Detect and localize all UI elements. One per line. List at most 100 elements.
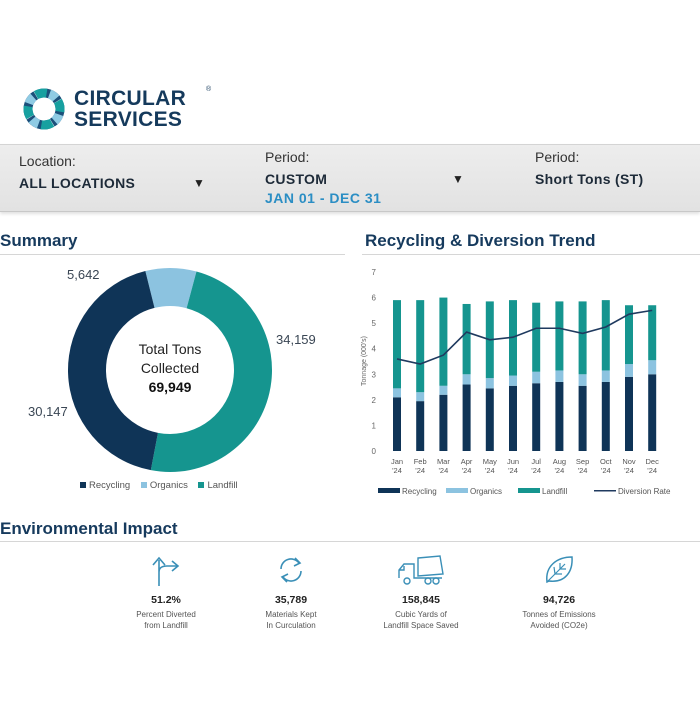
bar-landfill — [416, 300, 425, 393]
bar-landfill — [601, 300, 610, 371]
trend-title: Recycling & Diversion Trend — [365, 231, 596, 250]
location-dropdown-icon[interactable]: ▼ — [193, 176, 205, 190]
x-tick-label: Nov — [622, 457, 636, 466]
legend-landfill: Landfill — [207, 480, 238, 491]
legend-label: Landfill — [542, 487, 568, 496]
period-dropdown-icon[interactable]: ▼ — [452, 172, 464, 186]
impact-desc: Materials Kept In Curculation — [265, 610, 317, 630]
x-tick-label: Jul — [531, 457, 541, 466]
y-tick-label: 4 — [372, 345, 377, 354]
x-tick-label: '24 — [485, 466, 495, 475]
bar-recycling — [555, 381, 564, 451]
y-axis-label: Tonnage (000's) — [361, 336, 368, 386]
diversion-rate-line — [396, 309, 653, 365]
bar-organics — [648, 360, 657, 375]
impact-value: 35,789 — [274, 594, 308, 606]
x-tick-label: Oct — [600, 457, 613, 466]
x-tick-label: '24 — [601, 466, 611, 475]
impact-materials: 35,789 Materials Kept In Curculation — [236, 552, 346, 631]
bar-organics — [601, 370, 610, 382]
y-tick-label: 7 — [372, 268, 377, 277]
bar-landfill — [462, 303, 471, 375]
period-range: JAN 01 - DEC 31 — [265, 190, 382, 206]
location-value[interactable]: ALL LOCATIONS — [19, 175, 136, 191]
filter-bar: Location: ALL LOCATIONS ▼ Period: CUSTOM… — [0, 144, 700, 212]
organics-slice — [145, 268, 197, 309]
legend-recycling: Recycling — [89, 480, 131, 491]
donut-legend: Recycling Organics Landfill — [80, 480, 238, 491]
y-tick-label: 0 — [372, 447, 377, 456]
units-value[interactable]: Short Tons (ST) — [535, 171, 644, 187]
center-line2: Collected — [140, 360, 200, 376]
legend-label: Recycling — [402, 487, 437, 496]
bar-recycling — [625, 376, 633, 451]
x-tick-label: Dec — [646, 457, 660, 466]
bar-organics — [555, 370, 564, 382]
legend-organics: Organics — [149, 480, 188, 491]
bar-recycling — [393, 397, 401, 451]
legend-label: Diversion Rate — [618, 487, 671, 496]
landfill-value-label: 34,159 — [276, 332, 316, 347]
impact-desc: Percent Diverted from Landfill — [136, 610, 196, 630]
impact-landfill-space: 158,845 Cubic Yards of Landfill Space Sav… — [366, 552, 476, 631]
bar-organics — [625, 364, 633, 377]
brand-name: CIRCULAR SERVICES — [74, 87, 187, 131]
impact-diverted: 51.2% Percent Diverted from Landfill — [111, 552, 221, 631]
summary-title: Summary — [0, 231, 78, 250]
period-label: Period: — [265, 149, 310, 165]
x-tick-label: '24 — [624, 466, 634, 475]
impact-desc: Tonnes of Emissions Avoided (CO2e) — [522, 610, 596, 630]
recycling-value-label: 30,147 — [28, 404, 68, 419]
period-value[interactable]: CUSTOM — [265, 171, 328, 187]
impact-value: 158,845 — [402, 594, 440, 606]
bar-landfill — [532, 302, 541, 372]
x-tick-label: '24 — [531, 466, 541, 475]
legend-swatch-recycling — [80, 482, 86, 489]
x-tick-label: '24 — [647, 466, 657, 475]
legend-swatch — [594, 490, 616, 492]
bar-organics — [439, 385, 448, 395]
legend-swatch — [378, 488, 400, 493]
impact-value: 51.2% — [151, 594, 181, 606]
x-tick-label: '24 — [439, 466, 449, 475]
x-tick-label: May — [483, 457, 497, 466]
impact-divider — [0, 541, 700, 542]
x-tick-label: Aug — [553, 457, 566, 466]
y-tick-label: 3 — [372, 370, 377, 379]
impact-desc: Cubic Yards of Landfill Space Saved — [383, 610, 459, 630]
diverted-arrow-icon — [152, 556, 180, 586]
x-tick-label: '24 — [578, 466, 588, 475]
bar-organics — [416, 392, 425, 402]
bar-recycling — [416, 401, 425, 451]
y-tick-label: 2 — [372, 396, 377, 405]
x-tick-label: Apr — [461, 457, 473, 466]
impact-emissions: 94,726 Tonnes of Emissions Avoided (CO2e) — [504, 552, 614, 631]
x-tick-label: '24 — [508, 466, 518, 475]
center-line1: Total Tons — [138, 341, 202, 357]
bar-recycling — [485, 388, 494, 451]
bar-landfill — [555, 301, 564, 371]
trend-chart-svg: Tonnage (000's)01234567Jan'24Feb'24Mar'2… — [361, 268, 671, 496]
legend-swatch — [446, 488, 468, 493]
bar-recycling — [462, 384, 471, 451]
legend-swatch-organics — [140, 482, 147, 489]
x-tick-label: Feb — [414, 457, 427, 466]
y-tick-label: 5 — [372, 319, 377, 328]
y-tick-label: 1 — [372, 421, 377, 430]
summary-divider — [0, 254, 345, 255]
bar-landfill — [439, 297, 448, 386]
bar-organics — [578, 374, 587, 386]
trend-chart: Tonnage (000's) 0 1 2 3 4 5 6 7 Jan '24 Feb '24 Mar '2… — [356, 258, 700, 508]
legend-swatch-landfill — [198, 482, 205, 489]
circular-logo-icon — [23, 88, 65, 130]
impact-title: Environmental Impact — [0, 519, 178, 538]
legend-label: Organics — [470, 487, 502, 496]
x-tick-label: Sep — [576, 457, 589, 466]
bar-recycling — [601, 381, 610, 451]
landfill-slice — [150, 271, 273, 473]
dump-truck-icon — [398, 555, 444, 585]
x-tick-label: '24 — [555, 466, 565, 475]
bar-organics — [485, 378, 494, 389]
bar-landfill — [648, 305, 657, 361]
organics-value-label: 5,642 — [67, 267, 100, 282]
